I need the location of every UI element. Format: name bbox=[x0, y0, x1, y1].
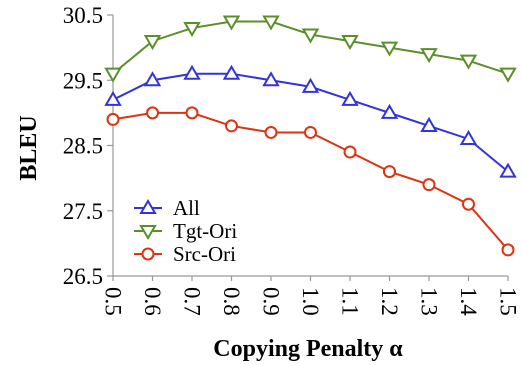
data-point-all bbox=[262, 71, 280, 87]
x-tick-label: 0.7 bbox=[180, 287, 205, 316]
legend-label-tgt-ori: Tgt-Ori bbox=[173, 219, 237, 243]
y-tick-label: 30.5 bbox=[63, 3, 103, 28]
data-point-src-ori bbox=[383, 165, 396, 179]
data-point-all bbox=[301, 77, 320, 93]
data-point-tgt-ori bbox=[459, 54, 478, 70]
legend-marker-tgt-ori bbox=[139, 224, 157, 240]
y-axis-title: BLEU bbox=[16, 115, 42, 180]
x-tick-label: 1.1 bbox=[338, 287, 363, 316]
data-point-src-ori bbox=[185, 106, 199, 120]
y-tick-label: 28.5 bbox=[63, 134, 103, 159]
x-tick-label: 0.5 bbox=[101, 287, 126, 316]
data-point-src-ori bbox=[501, 243, 515, 257]
legend-item-all: All bbox=[134, 196, 200, 220]
x-tick-label: 0.9 bbox=[259, 287, 284, 316]
axes-group bbox=[107, 14, 509, 281]
data-point-all bbox=[143, 71, 162, 87]
legend-item-src-ori: Src-Ori bbox=[134, 242, 236, 266]
data-point-all bbox=[183, 64, 201, 80]
data-point-tgt-ori bbox=[143, 35, 162, 51]
x-tick-label: 1.0 bbox=[298, 287, 323, 316]
y-tick-label: 26.5 bbox=[63, 264, 103, 289]
x-tick-label: 1.3 bbox=[417, 287, 442, 316]
tick-labels-group: 26.5 27.5 28.5 29.5 30.5 0.5 0.6 0.7 0.8 0.9 1.0 1.… bbox=[63, 3, 521, 316]
data-point-all bbox=[222, 64, 241, 80]
x-tick-label: 0.6 bbox=[140, 287, 165, 316]
data-point-all bbox=[380, 103, 399, 119]
data-point-src-ori bbox=[225, 119, 238, 133]
data-point-tgt-ori bbox=[380, 41, 399, 57]
data-point-tgt-ori bbox=[341, 35, 359, 51]
data-point-all bbox=[459, 129, 478, 146]
data-point-all bbox=[420, 116, 438, 132]
data-point-src-ori bbox=[304, 125, 317, 139]
legend-label-src-ori: Src-Ori bbox=[173, 242, 236, 266]
legend-marker-all bbox=[139, 199, 157, 215]
data-point-tgt-ori bbox=[499, 67, 517, 83]
series-group bbox=[104, 15, 517, 257]
data-point-tgt-ori bbox=[104, 67, 122, 83]
data-point-tgt-ori bbox=[420, 48, 438, 64]
data-point-all bbox=[499, 162, 517, 178]
data-point-tgt-ori bbox=[183, 22, 201, 38]
x-tick-label: 0.8 bbox=[219, 287, 244, 316]
data-point-src-ori bbox=[462, 197, 475, 211]
series-src-ori bbox=[106, 106, 515, 257]
y-tick-label: 29.5 bbox=[63, 68, 103, 93]
x-axis-title: Copying Penalty α bbox=[213, 336, 403, 362]
x-tick-label: 1.5 bbox=[496, 287, 521, 316]
data-point-src-ori bbox=[264, 125, 278, 139]
legend-item-tgt-ori: Tgt-Ori bbox=[134, 219, 237, 243]
legend-label-all: All bbox=[173, 196, 200, 220]
data-point-tgt-ori bbox=[301, 28, 320, 44]
data-point-src-ori bbox=[106, 112, 120, 126]
data-point-all bbox=[341, 90, 359, 106]
data-point-src-ori bbox=[146, 106, 159, 120]
legend-marker-src-ori bbox=[141, 247, 155, 261]
data-point-src-ori bbox=[422, 178, 436, 192]
series-tgt-ori bbox=[104, 15, 517, 83]
data-point-src-ori bbox=[343, 145, 357, 159]
data-point-tgt-ori bbox=[262, 15, 280, 31]
data-point-tgt-ori bbox=[222, 15, 241, 31]
y-tick-label: 27.5 bbox=[63, 199, 103, 224]
series-all bbox=[104, 64, 517, 178]
x-tick-label: 1.4 bbox=[456, 287, 481, 316]
data-point-all bbox=[104, 90, 122, 106]
x-tick-label: 1.2 bbox=[377, 287, 402, 316]
